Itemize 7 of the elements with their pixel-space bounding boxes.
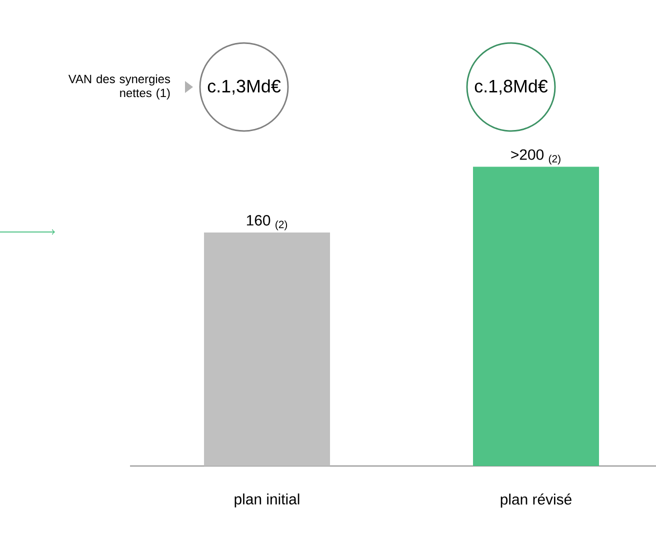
data-label: >200 $_{(2)}$ xyxy=(511,149,560,165)
text: VAN des synergies nettes (1) xyxy=(68,74,170,100)
text: c.1,8Md€ xyxy=(474,79,548,95)
x-tick-label: plan révisé xyxy=(500,494,572,508)
x-tick-label: plan initial xyxy=(234,494,300,508)
text: c.1,3Md€ xyxy=(208,79,281,95)
data-label: 160 $_{(2)}$ xyxy=(246,215,288,230)
